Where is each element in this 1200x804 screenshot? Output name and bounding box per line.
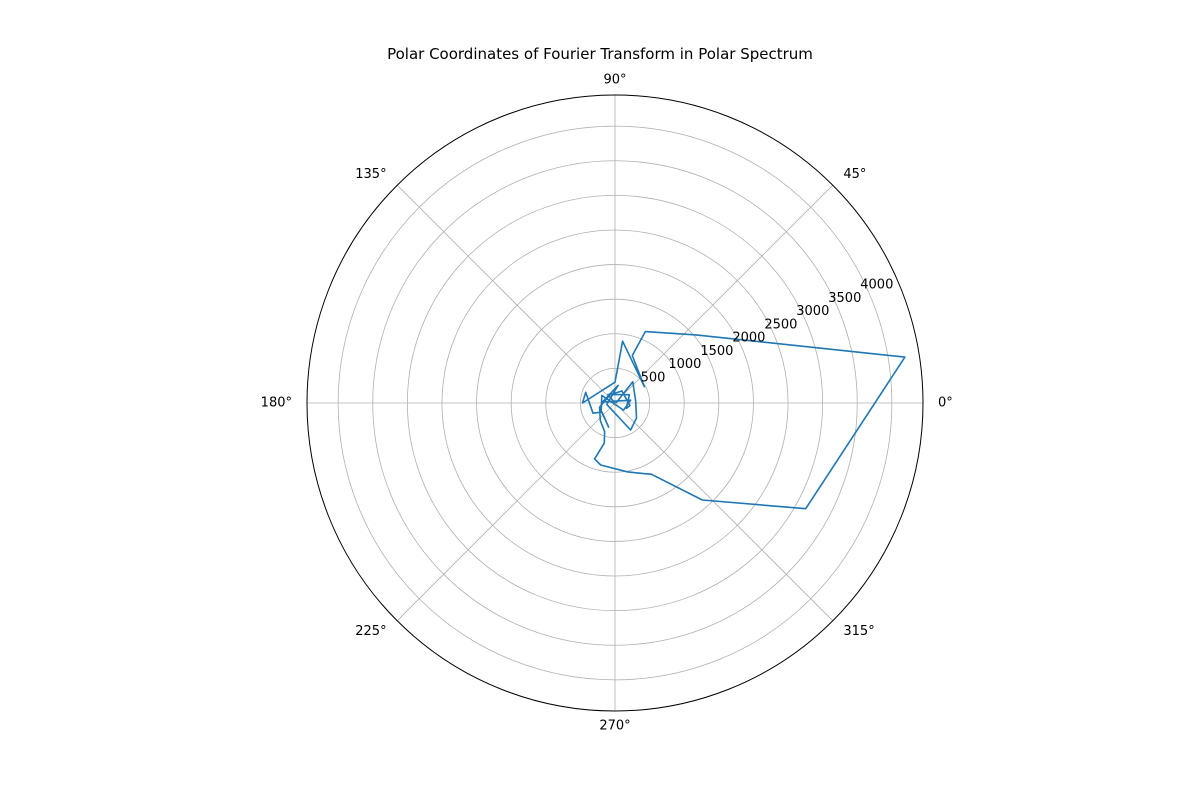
- series-layer: [581, 330, 906, 510]
- r-tick-label-2000: 2000: [732, 331, 765, 346]
- theta-tick-label-0: 0°: [938, 396, 953, 411]
- theta-gridline-45: [614, 184, 834, 404]
- theta-tick-label-180: 180°: [261, 396, 292, 411]
- theta-tick-label-225: 225°: [355, 624, 386, 639]
- theta-gridline-315: [614, 402, 834, 622]
- theta-tick-label-90: 90°: [603, 73, 626, 88]
- theta-gridline-225: [396, 402, 616, 622]
- theta-gridline-135: [396, 184, 616, 404]
- polar-frame: [306, 94, 924, 712]
- r-tick-label-3000: 3000: [796, 304, 829, 319]
- r-tick-label-1500: 1500: [700, 344, 733, 359]
- grid-layer: [306, 94, 924, 712]
- chart-title: Polar Coordinates of Fourier Transform i…: [387, 45, 813, 63]
- r-tick-label-500: 500: [641, 370, 666, 385]
- theta-tick-label-270: 270°: [599, 719, 630, 734]
- r-tick-label-4000: 4000: [860, 278, 893, 293]
- r-tick-label-1000: 1000: [668, 357, 701, 372]
- r-tick-label-2500: 2500: [764, 317, 797, 332]
- label-layer: 0°45°90°135°180°225°270°315°500100015002…: [261, 73, 953, 734]
- r-tick-label-3500: 3500: [828, 291, 861, 306]
- series-line-0: [581, 330, 906, 510]
- theta-tick-label-45: 45°: [843, 167, 866, 182]
- theta-tick-label-135: 135°: [355, 167, 386, 182]
- theta-tick-label-315: 315°: [843, 624, 874, 639]
